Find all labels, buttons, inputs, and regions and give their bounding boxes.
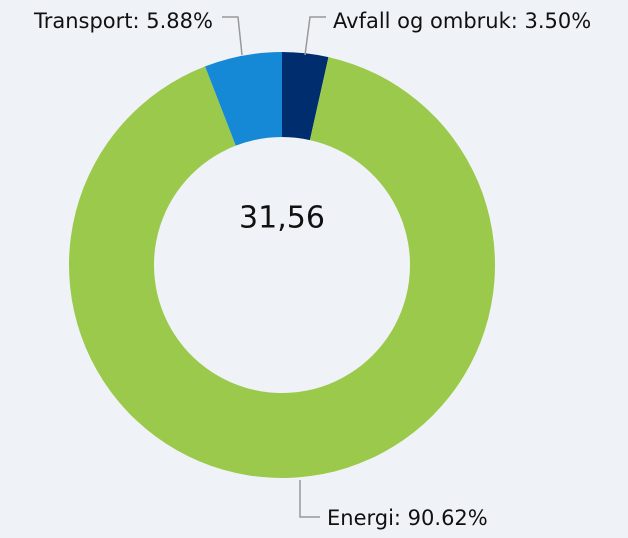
leader-line xyxy=(299,480,320,518)
data-label: Transport: 5.88% xyxy=(33,9,213,33)
leader-line xyxy=(304,16,326,56)
donut-segment xyxy=(205,52,282,146)
donut-segment xyxy=(282,52,329,141)
leader-line xyxy=(222,16,243,56)
data-label: Avfall og ombruk: 3.50% xyxy=(333,9,591,33)
data-label: Energi: 90.62% xyxy=(327,506,488,530)
center-label: 31,56 xyxy=(239,201,325,236)
donut-segment xyxy=(68,57,495,478)
